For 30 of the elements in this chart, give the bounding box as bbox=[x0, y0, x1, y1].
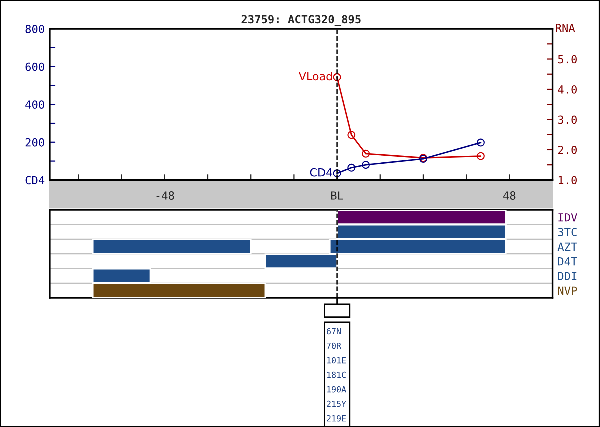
y-tick-label: IDV bbox=[558, 214, 578, 222]
y2-tick-label: 5.0 bbox=[558, 55, 577, 64]
series-label: VLoad bbox=[298, 72, 332, 81]
x-tick-label: BL bbox=[332, 192, 344, 200]
y2-tick-label: 1.0 bbox=[558, 176, 577, 185]
y-tick-label: 200 bbox=[26, 138, 44, 147]
text: 215Y bbox=[327, 400, 346, 408]
y-tick-label: D4T bbox=[558, 258, 578, 266]
x-tick-label: -48 bbox=[156, 192, 174, 200]
y-tick-label: 400 bbox=[26, 100, 44, 110]
y2-tick-label: 3.0 bbox=[558, 116, 577, 124]
text: 101E bbox=[327, 357, 346, 364]
y-tick-label: DDI bbox=[558, 272, 577, 280]
y-tick-label: CD4 bbox=[26, 176, 45, 185]
y2-tick-label: 2.0 bbox=[558, 146, 577, 154]
y-tick-label: AZT bbox=[558, 242, 578, 251]
y-tick-label: NVP bbox=[558, 286, 578, 295]
y2-tick-label: 4.0 bbox=[558, 86, 577, 94]
y-tick-label: 3TC bbox=[558, 228, 577, 236]
text: 181C bbox=[327, 372, 346, 378]
y2-axis-title: RNA bbox=[556, 24, 576, 32]
series-label: CD4 bbox=[310, 168, 333, 177]
y-tick-label: 800 bbox=[26, 25, 44, 34]
x-tick-label: 48 bbox=[504, 192, 516, 200]
text: 190A bbox=[327, 386, 346, 393]
text: 67N bbox=[327, 328, 341, 335]
chart-title: 23759: ACTG320_895 bbox=[242, 15, 361, 26]
y-tick-label: 600 bbox=[26, 62, 44, 72]
text: 70R bbox=[327, 342, 342, 350]
text: 219E bbox=[327, 415, 346, 422]
